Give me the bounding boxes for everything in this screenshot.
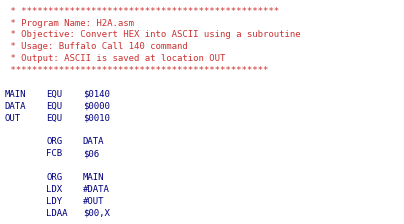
Text: OUT: OUT	[5, 114, 21, 123]
Text: LDY: LDY	[46, 197, 63, 206]
Text: ORG: ORG	[46, 173, 63, 182]
Text: LDX: LDX	[46, 185, 63, 194]
Text: * ************************************************: * **************************************…	[5, 7, 279, 16]
Text: $0000: $0000	[83, 102, 110, 111]
Text: EQU: EQU	[46, 102, 63, 111]
Text: $0010: $0010	[83, 114, 110, 123]
Text: DATA: DATA	[83, 137, 104, 146]
Text: MAIN: MAIN	[83, 173, 104, 182]
Text: * Program Name: H2A.asm: * Program Name: H2A.asm	[5, 19, 134, 28]
Text: EQU: EQU	[46, 114, 63, 123]
Text: MAIN: MAIN	[5, 90, 26, 99]
Text: EQU: EQU	[46, 90, 63, 99]
Text: ************************************************: ****************************************…	[5, 66, 268, 75]
Text: * Objective: Convert HEX into ASCII using a subroutine: * Objective: Convert HEX into ASCII usin…	[5, 30, 301, 39]
Text: $0140: $0140	[83, 90, 110, 99]
Text: * Output: ASCII is saved at location OUT: * Output: ASCII is saved at location OUT	[5, 54, 225, 63]
Text: * Usage: Buffalo Call 140 command: * Usage: Buffalo Call 140 command	[5, 42, 187, 51]
Text: FCB: FCB	[46, 149, 63, 158]
Text: $00,X: $00,X	[83, 209, 110, 218]
Text: ORG: ORG	[46, 137, 63, 146]
Text: #DATA: #DATA	[83, 185, 110, 194]
Text: LDAA: LDAA	[46, 209, 68, 218]
Text: #OUT: #OUT	[83, 197, 104, 206]
Text: $06: $06	[83, 149, 99, 158]
Text: DATA: DATA	[5, 102, 26, 111]
